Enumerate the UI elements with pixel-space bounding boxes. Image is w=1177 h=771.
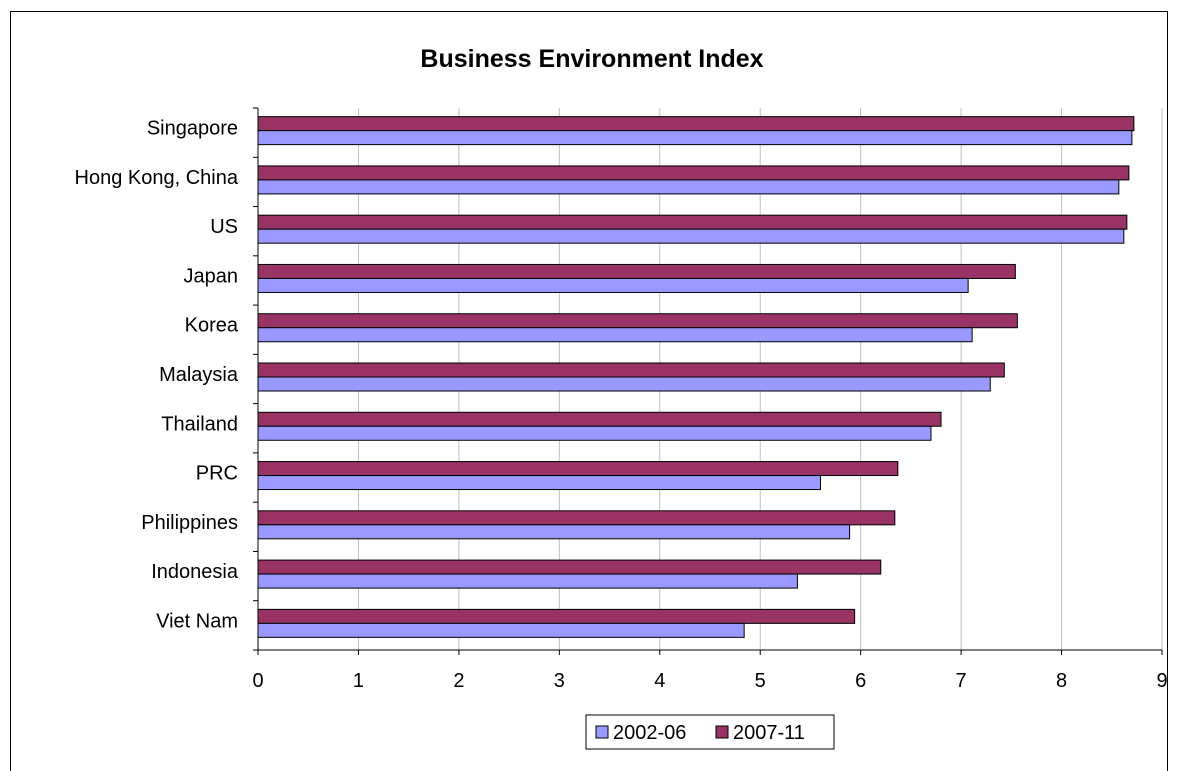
x-tick-label: 4 [654,670,665,692]
category-label: Korea [185,315,239,337]
x-tick-label: 9 [1156,670,1167,692]
category-label: Singapore [147,118,238,140]
legend-swatch-2007-11 [716,726,728,738]
legend-swatch-2002-06 [596,726,608,738]
category-label: Hong Kong, China [75,167,239,189]
category-label: PRC [196,463,238,485]
bar-2007-11-philippines [258,511,895,525]
x-tick-label: 8 [1056,670,1067,692]
bar-2007-11-indonesia [258,560,881,574]
category-label: Viet Nam [156,610,238,632]
legend-label-2007-11: 2007-11 [733,722,805,744]
legend: 2002-06 2007-11 [586,715,834,749]
category-label: Indonesia [151,561,239,583]
bar-2007-11-us [258,215,1127,229]
bar-2002-06-prc [258,476,820,490]
category-label: Japan [184,265,239,287]
x-tick-label: 6 [855,670,866,692]
bar-2002-06-singapore [258,131,1132,145]
category-label: Thailand [161,413,238,435]
x-tick-label: 2 [453,670,464,692]
category-label: Malaysia [159,364,239,386]
bars [258,117,1134,638]
bar-2007-11-prc [258,462,898,476]
bar-2002-06-korea [258,328,972,342]
x-tick-label: 5 [755,670,766,692]
x-tick-label: 3 [554,670,565,692]
bar-2002-06-indonesia [258,574,797,588]
bar-2002-06-hong-kong-china [258,180,1119,194]
bar-2007-11-korea [258,314,1017,328]
bar-2002-06-japan [258,278,968,292]
bar-2002-06-malaysia [258,377,990,391]
bar-2007-11-hong-kong-china [258,166,1129,180]
category-label: US [210,216,238,238]
x-tick-label: 0 [252,670,263,692]
bar-2007-11-thailand [258,412,941,426]
bar-2002-06-viet-nam [258,623,744,637]
bar-2002-06-thailand [258,426,931,440]
bar-2007-11-singapore [258,117,1134,131]
bar-2007-11-japan [258,264,1015,278]
x-tick-label: 7 [956,670,967,692]
bar-2007-11-viet-nam [258,609,855,623]
chart-title: Business Environment Index [420,45,763,73]
bar-2002-06-philippines [258,525,850,539]
bar-2007-11-malaysia [258,363,1004,377]
legend-label-2002-06: 2002-06 [613,722,686,744]
category-label: Philippines [141,512,238,534]
x-tick-label: 1 [353,670,364,692]
bar-2002-06-us [258,229,1124,243]
axis-labels: Singapore Hong Kong, China US Japan Korea Mal… [75,118,1168,692]
